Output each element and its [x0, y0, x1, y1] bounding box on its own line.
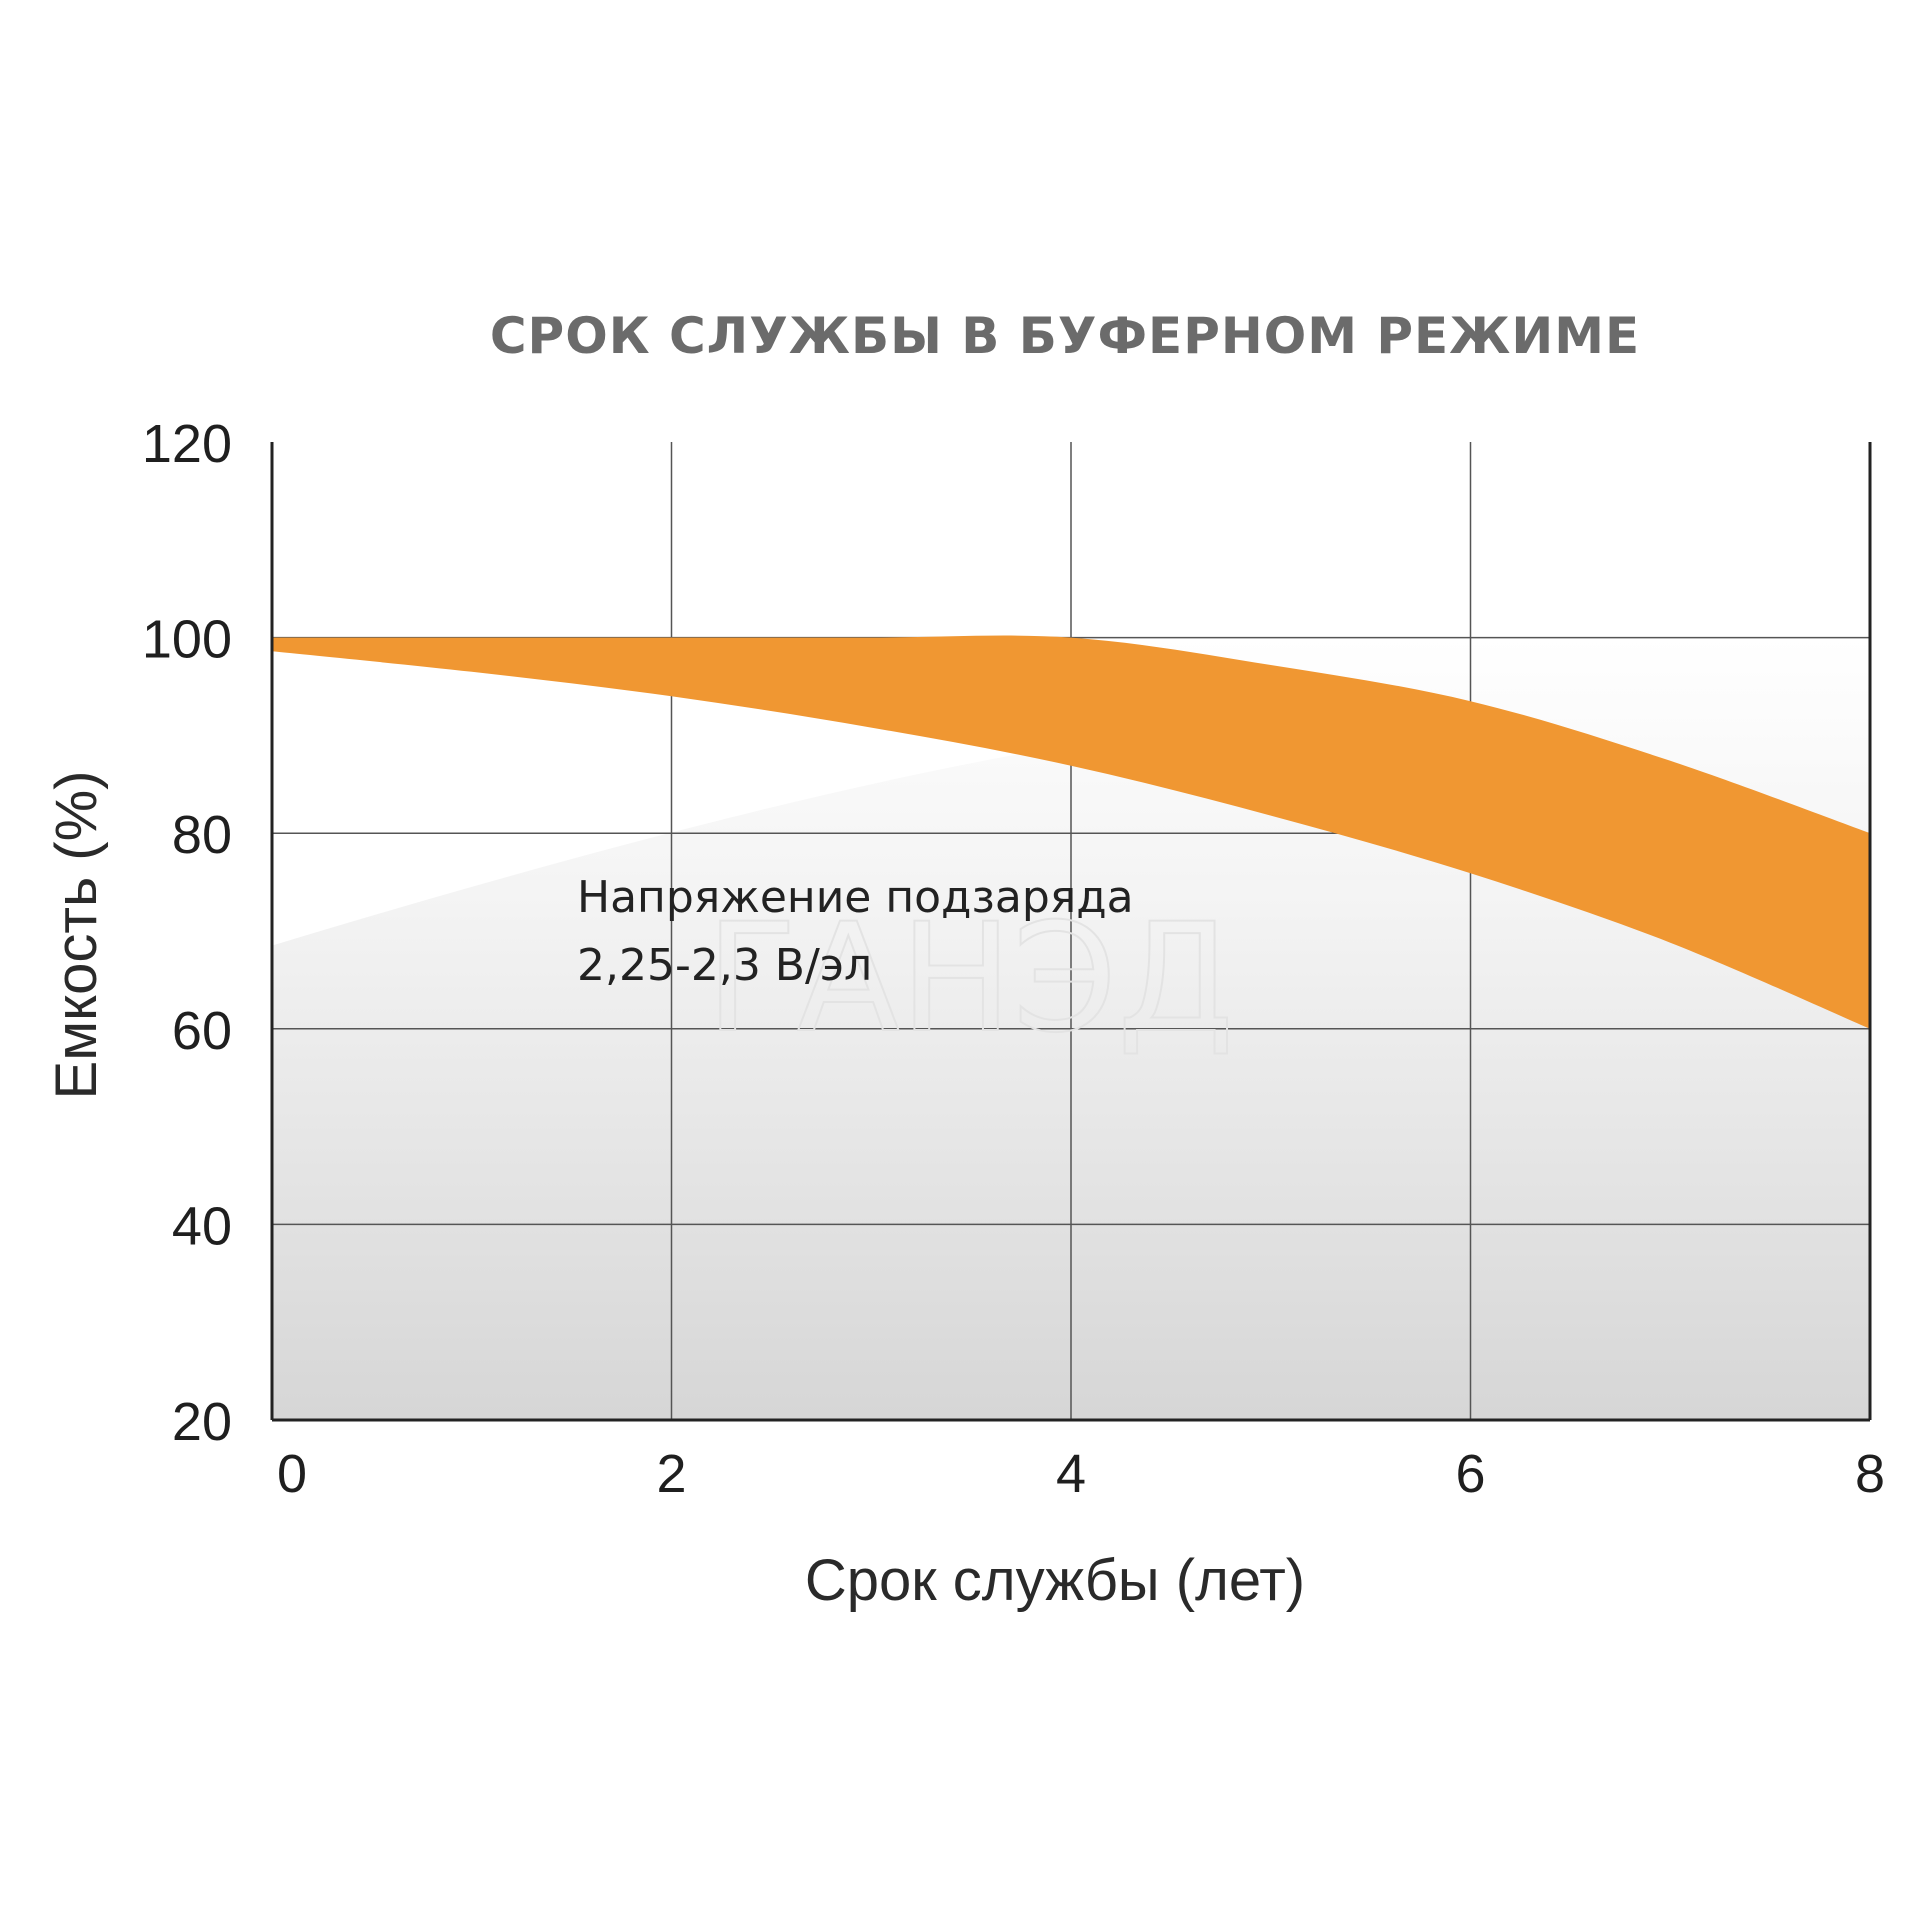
x-tick-label-1: 2: [656, 1444, 686, 1504]
x-tick-label-4: 8: [1855, 1444, 1885, 1504]
watermark: ГАНЭД: [706, 892, 1235, 1066]
x-axis-label: Срок службы (лет): [805, 1548, 1305, 1613]
y-axis-label: Емкость (%): [44, 771, 109, 1100]
x-tick-label-3: 6: [1455, 1444, 1485, 1504]
y-tick-label-5: 20: [172, 1392, 232, 1452]
x-tick-labels: 0 2 4 6 8: [277, 1444, 1885, 1504]
capacity-band: [272, 635, 1870, 1029]
y-tick-labels: 120 100 80 60 40 20: [142, 414, 232, 1452]
annotation-line-1: Напряжение подзаряда: [577, 872, 1134, 923]
x-tick-label-0: 0: [277, 1444, 307, 1504]
y-tick-label-0: 120: [142, 414, 232, 474]
y-tick-label-4: 40: [172, 1196, 232, 1256]
annotation-line-2: 2,25-2,3 В/эл: [577, 940, 872, 991]
chart-title: СРОК СЛУЖБЫ В БУФЕРНОМ РЕЖИМЕ: [490, 307, 1640, 365]
y-tick-label-3: 60: [172, 1001, 232, 1061]
x-tick-label-2: 4: [1056, 1444, 1086, 1504]
axes: [270, 442, 1872, 1422]
y-tick-label-1: 100: [142, 610, 232, 670]
y-tick-label-2: 80: [172, 805, 232, 865]
